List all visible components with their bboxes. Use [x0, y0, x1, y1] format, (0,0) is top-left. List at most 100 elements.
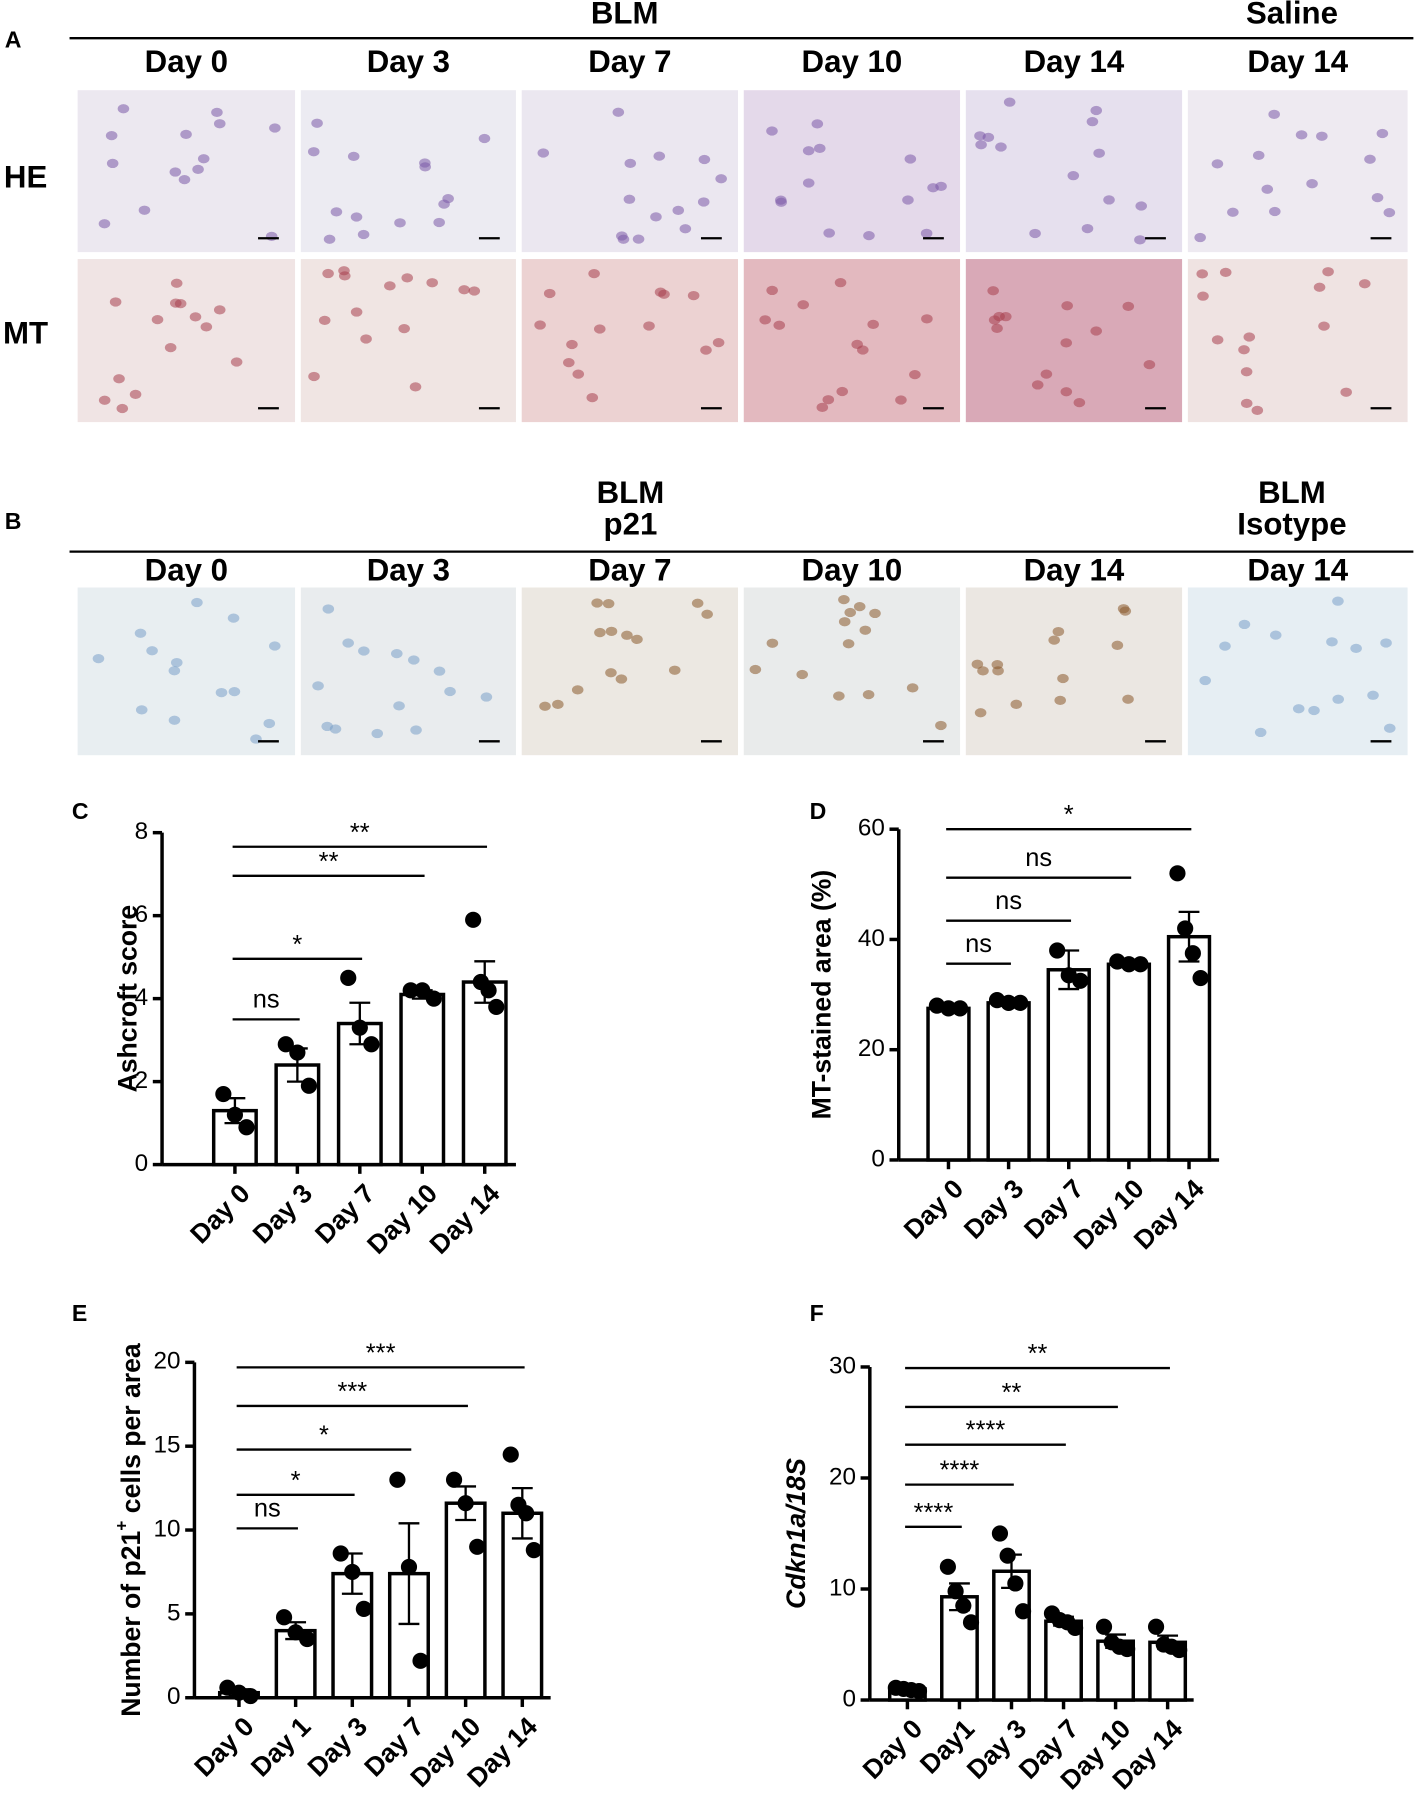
cell: [135, 705, 148, 715]
y-axis-label: Ashcroft score: [113, 905, 143, 1093]
significance-label: **: [350, 819, 370, 847]
cell: [867, 319, 879, 330]
bar: [501, 1511, 544, 1700]
cell: [838, 617, 851, 627]
cell: [991, 323, 1003, 333]
cell: [715, 174, 727, 184]
cell: [679, 224, 692, 234]
data-point: [518, 1505, 535, 1522]
cell: [213, 119, 226, 129]
row-label: MT: [3, 316, 48, 351]
cell: [1269, 206, 1281, 217]
column-header: Day 14: [1247, 44, 1348, 79]
cell: [1003, 97, 1016, 107]
data-point: [1095, 1618, 1113, 1635]
data-point: [300, 1077, 318, 1094]
cell: [178, 174, 191, 185]
cell: [588, 269, 600, 279]
bar: [1046, 968, 1091, 1162]
panel-label: B: [5, 508, 22, 534]
cell: [1199, 675, 1211, 686]
cell: [987, 286, 999, 296]
cell: [191, 597, 203, 608]
cell: [1103, 195, 1115, 205]
cell: [170, 278, 183, 288]
cell: [1029, 228, 1041, 239]
cell: [1364, 154, 1376, 164]
cell: [991, 659, 1004, 670]
panel-label: E: [72, 1300, 87, 1326]
y-axis-label-part: Number of p21: [116, 1531, 146, 1717]
cell: [92, 654, 105, 664]
y-tick-label: 15: [154, 1432, 181, 1459]
cell: [1052, 626, 1065, 637]
cell: [851, 339, 863, 350]
column-header: Day 7: [588, 44, 671, 79]
bar: [1106, 962, 1152, 1162]
cell: [444, 686, 456, 697]
significance-label: *: [291, 1467, 301, 1495]
cell: [1269, 630, 1282, 640]
cell: [920, 228, 933, 238]
cell: [146, 646, 158, 656]
micrograph: [743, 90, 961, 253]
cell: [480, 692, 493, 702]
cell: [1306, 179, 1318, 189]
panel-a: A BLM Saline HE MT: [3, 0, 1414, 351]
cell: [1081, 223, 1094, 234]
cell: [433, 666, 446, 676]
data-point: [480, 982, 497, 999]
cell: [398, 324, 410, 334]
cell: [975, 140, 987, 150]
data-point: [402, 982, 419, 999]
cell: [169, 167, 182, 177]
cell: [594, 627, 606, 638]
data-point: [947, 1583, 964, 1600]
y-tick-label: 20: [154, 1348, 181, 1375]
micrograph: [77, 90, 296, 253]
cell: [98, 395, 111, 405]
data-point: [939, 1558, 956, 1575]
cell: [1332, 694, 1344, 704]
cell: [1251, 405, 1264, 415]
cell: [1350, 643, 1362, 654]
cell: [698, 154, 711, 165]
data-point: [425, 990, 442, 1007]
cell: [1243, 332, 1256, 342]
data-point: [1067, 1619, 1084, 1636]
y-tick-label: 0: [167, 1683, 180, 1710]
cell: [766, 638, 779, 648]
row-label: HE: [4, 160, 47, 195]
cell: [631, 634, 643, 645]
cell: [1367, 690, 1379, 700]
data-point: [400, 1558, 418, 1576]
bar: [986, 1001, 1031, 1162]
data-point: [414, 982, 431, 999]
micrograph: [743, 259, 961, 423]
cell: [539, 701, 551, 711]
cell: [1261, 184, 1274, 194]
bar: [1044, 1619, 1083, 1702]
cell: [180, 129, 192, 140]
data-point: [940, 1000, 957, 1017]
cell: [977, 666, 989, 676]
data-point: [363, 1036, 380, 1053]
cell: [215, 687, 228, 698]
cell: [134, 628, 147, 638]
cell: [401, 273, 414, 283]
cell: [329, 724, 342, 734]
cell: [712, 337, 725, 348]
cell: [1313, 282, 1326, 292]
cell: [775, 195, 787, 205]
cell: [1054, 695, 1066, 706]
y-tick-label: 0: [135, 1150, 149, 1177]
micrograph: [300, 259, 516, 423]
x-tick-label: Day 0: [188, 1711, 259, 1782]
cell: [197, 154, 210, 164]
data-point: [1192, 969, 1209, 987]
cell: [1197, 291, 1209, 301]
cell: [1268, 109, 1280, 119]
cell: [478, 133, 491, 144]
y-tick-label: 20: [858, 1035, 885, 1062]
